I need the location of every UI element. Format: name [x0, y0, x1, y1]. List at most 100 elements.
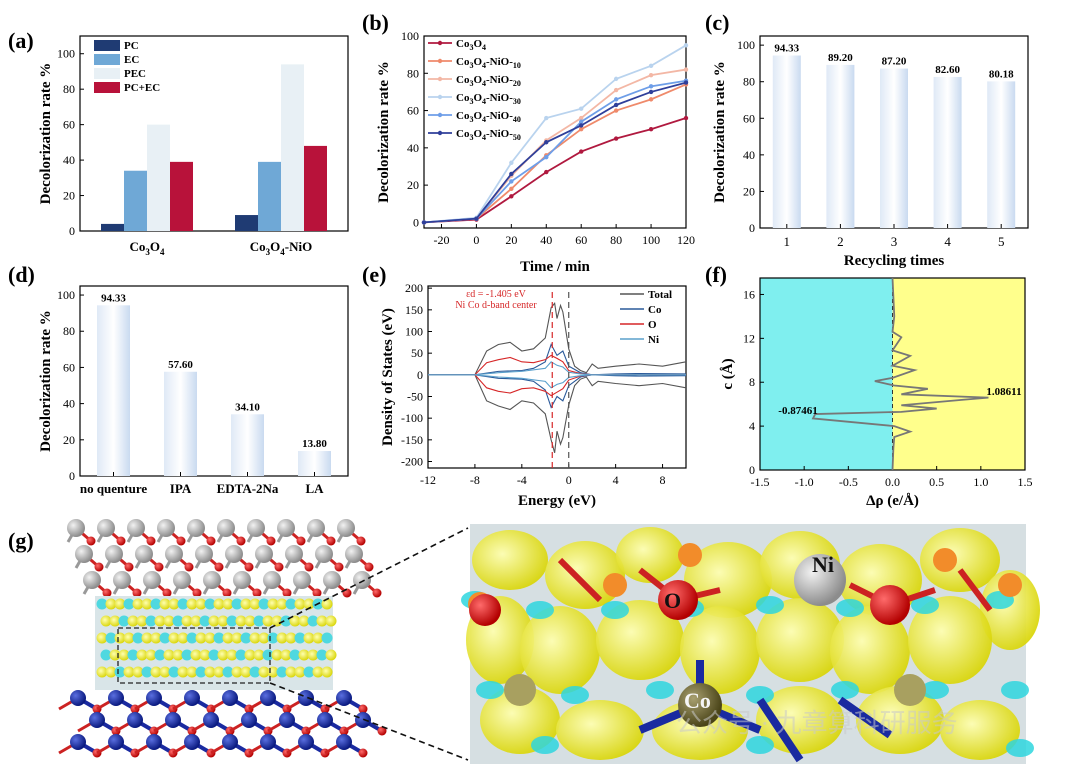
- isosurface-lobe: [114, 598, 126, 610]
- x-tick-label-c-3: 4: [944, 234, 951, 249]
- isosurface-lobe: [150, 632, 162, 644]
- point-b-3-6: [648, 63, 654, 69]
- isosurface-lobe: [226, 615, 238, 627]
- isosurface-lobe: [253, 649, 265, 661]
- ti-atom: [337, 519, 355, 537]
- isosurface-lobe: [208, 615, 220, 627]
- y-tick-label-c-1: 20: [743, 184, 755, 198]
- y-tick-label-f-1: 4: [749, 419, 755, 433]
- isosurface-lobe: [325, 615, 337, 627]
- isosurface-lobe: [258, 632, 270, 644]
- co-atom: [222, 734, 238, 750]
- isosurface-lobe: [163, 649, 175, 661]
- x-tick-label-e-4: 4: [613, 473, 619, 487]
- isosurface-lobe: [222, 632, 234, 644]
- ti-atom: [135, 545, 153, 563]
- co-atom: [279, 712, 295, 728]
- ti-atom: [157, 519, 175, 537]
- x-tick-label-b-6: 100: [642, 233, 660, 247]
- isosurface-lobe: [231, 632, 243, 644]
- atom-label-ni: Ni: [812, 552, 834, 577]
- ti-atom: [307, 519, 325, 537]
- isosurface-lobe: [240, 666, 252, 678]
- isosurface-lobe: [249, 632, 261, 644]
- isosurface-lobe: [127, 649, 139, 661]
- isosurface-lobe: [118, 649, 130, 661]
- isosurface-lobe: [177, 632, 189, 644]
- x-tick-label-b-3: 40: [540, 233, 552, 247]
- legend-label-e-1: Co: [648, 304, 662, 316]
- isosurface-lobe: [145, 649, 157, 661]
- charge-cloud-7: [980, 570, 1040, 650]
- isosurface-lobe: [213, 666, 225, 678]
- o-atom: [244, 562, 254, 572]
- x-tick-label-b-1: 0: [473, 233, 479, 247]
- point-b-5-4: [579, 123, 584, 128]
- isosurface-lobe: [222, 666, 234, 678]
- legend-label-a-2: PEC: [124, 68, 146, 80]
- panel-label-d: (d): [8, 262, 35, 287]
- ti-atom: [217, 519, 235, 537]
- isosurface-lobe: [195, 632, 207, 644]
- cyan-lobe-14: [1001, 681, 1029, 699]
- legend-label-e-2: O: [648, 319, 657, 331]
- isosurface-lobe: [235, 615, 247, 627]
- charge-cloud-2: [616, 527, 684, 583]
- isosurface-lobe: [231, 598, 243, 610]
- isosurface-lobe: [249, 666, 261, 678]
- legend-marker-b-3: [437, 94, 443, 100]
- isosurface-lobe: [150, 666, 162, 678]
- series-line-b-3: [423, 44, 687, 224]
- isosurface-lobe: [195, 666, 207, 678]
- isosurface-lobe: [177, 666, 189, 678]
- y-axis-title-d: Decolorization rate %: [38, 310, 54, 452]
- isosurface-lobe: [109, 615, 121, 627]
- isosurface-lobe: [96, 666, 108, 678]
- y-axis-title-b: Decolorization rate %: [376, 61, 392, 203]
- isosurface-lobe: [132, 598, 144, 610]
- x-tick-label-f-2: -0.5: [839, 475, 858, 489]
- o-atom: [334, 562, 344, 572]
- ti-atom: [285, 545, 303, 563]
- isosurface-lobe: [100, 615, 112, 627]
- y-tick-label-b-3: 60: [407, 104, 419, 118]
- isosurface-lobe: [204, 632, 216, 644]
- point-b-5-6: [648, 89, 654, 95]
- y-tick-label-b-4: 80: [407, 66, 419, 80]
- bar-d-2: [231, 414, 264, 476]
- y-tick-label-e-6: 100: [405, 325, 423, 339]
- plot-frame-e: [427, 285, 687, 469]
- atom-label-o: O: [664, 588, 681, 613]
- isosurface-lobe: [298, 649, 310, 661]
- ti-atom: [345, 545, 363, 563]
- isosurface-lobe: [105, 666, 117, 678]
- co-atom: [70, 734, 86, 750]
- point-b-3-4: [579, 106, 584, 111]
- isosurface-lobe: [177, 598, 189, 610]
- zoom-box: [117, 627, 271, 684]
- cyan-lobe-9: [561, 686, 589, 704]
- x-tick-label-d-1: IPA: [170, 481, 192, 496]
- isosurface-lobe: [181, 649, 193, 661]
- legend-label-a-0: PC: [124, 40, 139, 52]
- charge-cloud-1: [545, 541, 625, 609]
- legend-swatch-a-0: [94, 40, 120, 51]
- y-tick-label-a-2: 40: [63, 153, 75, 167]
- o-atom: [236, 536, 246, 546]
- o-atom: [146, 536, 156, 546]
- series-line-e-4: [428, 354, 686, 376]
- x-tick-label-b-4: 60: [575, 233, 587, 247]
- legend-marker-b-5: [437, 130, 443, 136]
- orange-atom-2: [678, 543, 702, 567]
- isosurface-lobe: [154, 649, 166, 661]
- charge-cloud-12: [756, 598, 844, 682]
- charge-cloud-13: [830, 606, 910, 694]
- y-tick-label-a-0: 0: [69, 224, 75, 238]
- point-b-4-4: [579, 119, 584, 124]
- isosurface-lobe: [190, 649, 202, 661]
- charge-cloud-9: [520, 606, 600, 694]
- zoom-line-bottom: [269, 682, 469, 761]
- y-tick-label-d-5: 100: [57, 288, 75, 302]
- co-atom: [241, 712, 257, 728]
- o-atom: [222, 588, 232, 598]
